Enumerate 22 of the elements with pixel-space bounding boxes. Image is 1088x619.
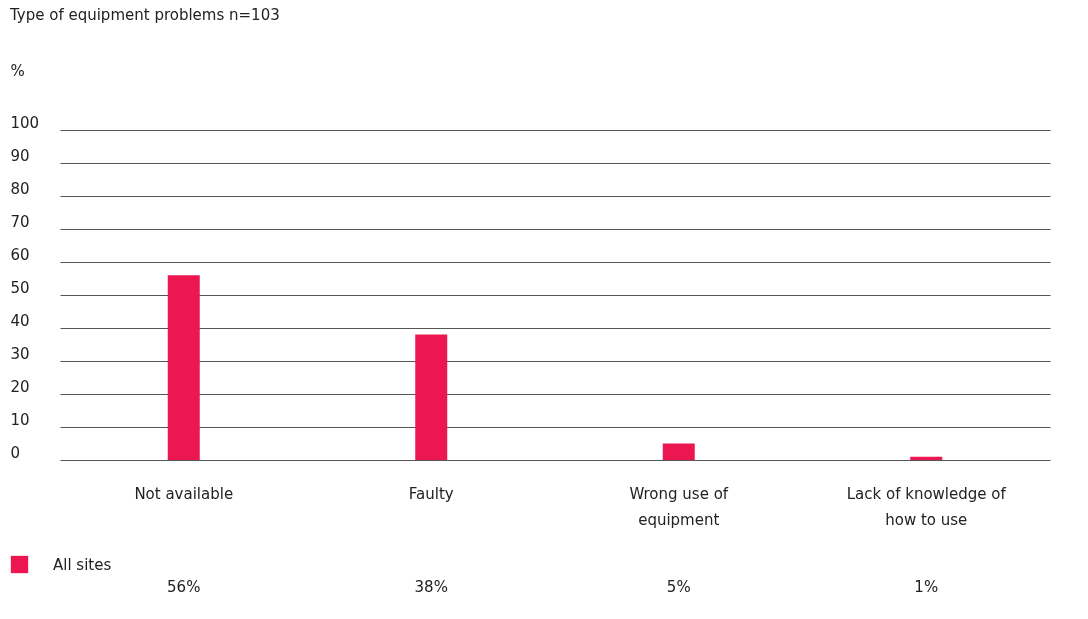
- y-tick-label: 100: [10, 113, 40, 132]
- y-tick-label: 60: [10, 245, 30, 264]
- y-axis-title: %: [10, 61, 25, 80]
- chart-title: Type of equipment problems n=103: [9, 6, 280, 24]
- y-tick-label: 50: [10, 278, 30, 297]
- y-tick-label: 10: [10, 410, 30, 429]
- data-label: 56%: [167, 578, 201, 596]
- y-tick-label: 80: [10, 179, 30, 198]
- y-tick-label: 20: [10, 377, 30, 396]
- y-tick-label: 30: [10, 344, 30, 363]
- y-tick-label: 70: [10, 212, 30, 231]
- data-label: 1%: [914, 578, 939, 596]
- x-tick-label: Lack of knowledge of how to use: [846, 484, 1007, 529]
- x-tick-label: Faulty: [408, 484, 454, 503]
- y-tick-label: 40: [10, 311, 30, 330]
- legend-label: All sites: [53, 555, 112, 574]
- y-tick-label: 90: [10, 146, 30, 165]
- x-tick-label: Wrong use of equipment: [629, 484, 729, 529]
- data-label: 5%: [666, 578, 691, 596]
- x-tick-label: Not available: [134, 484, 234, 503]
- y-tick-label: 0: [10, 443, 21, 462]
- data-label: 38%: [414, 578, 448, 596]
